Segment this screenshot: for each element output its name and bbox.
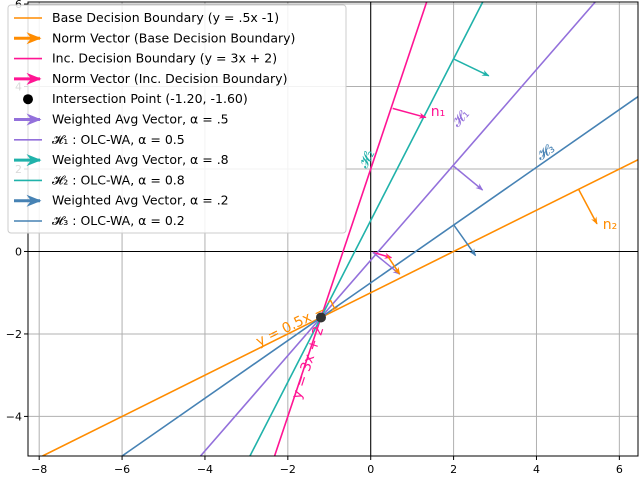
legend-label: Norm Vector (Inc. Decision Boundary) [52,71,287,86]
legend-label: Inc. Decision Boundary (y = 3x + 2) [52,51,277,66]
series-line [121,95,638,456]
y-tick-label: 0 [15,245,22,258]
annotation: n₁ [431,104,446,120]
legend-entry: 𝓗₃ : OLC-WA, α = 0.2 [14,213,185,228]
vector-arrow-n1 [392,107,427,119]
legend-dot-swatch [23,94,33,105]
vector-arrow-origin-orange [386,255,401,275]
legend-label: Weighted Avg Vector, α = .5 [52,112,229,127]
legend-label: Weighted Avg Vector, α = .2 [52,193,229,208]
legend-label: Norm Vector (Base Decision Boundary) [52,30,295,45]
legend-entry: Weighted Avg Vector, α = .8 [14,152,229,167]
legend-label: Intersection Point (-1.20, -1.60) [52,91,248,106]
legend: Base Decision Boundary (y = .5x -1) Norm … [7,4,347,234]
legend-entry: 𝓗₁ : OLC-WA, α = 0.5 [14,132,185,147]
y-tick-label: −2 [6,328,22,341]
vector-arrow-h2-vector [453,58,490,77]
legend-label: Weighted Avg Vector, α = .8 [52,152,229,167]
x-tick-label: −8 [31,463,47,476]
legend-label: 𝓗₁ : OLC-WA, α = 0.5 [52,132,185,147]
legend-entry: Norm Vector (Inc. Decision Boundary) [14,71,287,86]
legend-entry: Norm Vector (Base Decision Boundary) [14,30,295,45]
legend-entry: Inc. Decision Boundary (y = 3x + 2) [14,51,277,66]
x-tick-label: 0 [367,463,374,476]
legend-entry: Base Decision Boundary (y = .5x -1) [14,10,279,25]
annotation: n₂ [603,217,618,233]
annotation: y = 0.5x − 1 [254,297,341,350]
x-tick-label: 6 [616,463,623,476]
annotation: 𝓗₃ [534,140,558,164]
annotation: 𝓗₁ [449,106,473,130]
y-tick-label: −4 [6,410,22,423]
legend-entry: Weighted Avg Vector, α = .5 [14,112,229,127]
x-tick-label: −6 [114,463,130,476]
legend-label: 𝓗₂ : OLC-WA, α = 0.8 [52,172,185,187]
legend-entry: Intersection Point (-1.20, -1.60) [23,91,248,106]
series-line [249,2,484,456]
series-line [42,159,638,456]
x-tick-label: 2 [450,463,457,476]
legend-label: Base Decision Boundary (y = .5x -1) [52,10,279,25]
annotation: 𝓗₂ [356,147,379,171]
x-tick-label: −2 [280,463,296,476]
series-line [199,2,596,456]
vector-arrow-h3-vector [452,224,477,257]
x-tick-label: 4 [533,463,540,476]
legend-entry: 𝓗₂ : OLC-WA, α = 0.8 [14,172,185,187]
vector-arrow-h1-vector [453,165,484,191]
x-tick-label: −4 [197,463,213,476]
legend-entry: Weighted Avg Vector, α = .2 [14,193,229,208]
legend-label: 𝓗₃ : OLC-WA, α = 0.2 [52,213,185,228]
series-line [273,2,428,456]
legend-box [7,4,347,234]
vector-arrow-n2 [578,189,598,225]
intersection-point [315,312,326,323]
